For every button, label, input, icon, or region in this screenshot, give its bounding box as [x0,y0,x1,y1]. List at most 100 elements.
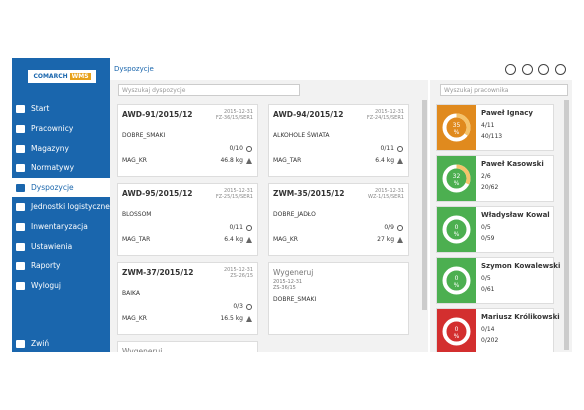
count-icon [397,146,403,152]
gauge-fill [442,164,471,193]
weight-icon [397,158,403,164]
order-warehouse: MAG_KR [122,157,147,164]
scrollbar [422,100,427,310]
gauge-track [442,317,471,346]
menu-label: Jednostki logistyczne [31,202,110,211]
order-weight: 6.4 kg [375,157,394,164]
order-count: 0/9 [384,224,394,231]
weight-icon [397,237,403,243]
menu-label: Ustawienia [31,242,73,251]
menu-item[interactable]: Pracownicy [12,119,110,138]
order-weight: 6.4 kg [224,236,243,243]
order-card[interactable]: ZWM-35/2015/12 2015-12-31 WZ-1/15/SER1 DOBR… [268,183,409,256]
employees-panel: Wyszukaj pracownika 35% Paweł Ignacy 4/11 40… [430,80,572,352]
menu-item[interactable]: Wyloguj [12,276,110,295]
gauge: 35% [437,105,476,150]
breadcrumb: Dyspozycje [114,65,154,73]
order-weight: 46.8 kg [220,157,243,164]
gauge-value: 0 [455,326,459,333]
menu-label: Inwentaryzacja [31,222,88,231]
menu-icon [16,124,25,133]
search-box[interactable]: Wyszukaj pracownika [440,84,568,96]
employee-name: Paweł Kasowski [481,160,544,168]
gauge: 0% [437,207,476,252]
menu-item[interactable]: Inwentaryzacja [12,217,110,236]
order-title: Wygeneruj [273,268,314,277]
employee-card[interactable]: 32% Paweł Kasowski 2/6 20/62 [436,155,554,202]
count-icon [397,225,403,231]
menu-icon [16,163,25,172]
menu-label: Raporty [31,261,61,270]
count-icon [246,304,252,310]
orders-panel: Wyszukaj dyspozycje AWD-91/2015/12 2015-12… [110,80,428,352]
refresh-icon[interactable] [538,64,549,75]
order-warehouse: MAG_KR [122,315,147,322]
order-date: 2015-12-31 [273,279,303,285]
menu-item[interactable]: Jednostki logistyczne [12,197,110,216]
collapse-button[interactable]: Zwiń [12,334,110,353]
order-client: BAIKA [122,290,140,297]
order-count: 0/11 [229,224,243,231]
menu-icon [16,144,25,153]
weight-icon [246,237,252,243]
order-date: 2015-12-31 [223,109,253,115]
employee-orders: 2/6 [481,173,491,180]
weight-icon [246,316,252,322]
menu-label: Normatywy [31,163,75,172]
menu-item[interactable]: Start [12,99,110,118]
order-warehouse: MAG_TAR [273,157,302,164]
employee-items: 40/113 [481,133,503,140]
employee-name: Paweł Ignacy [481,109,533,117]
employee-orders: 4/11 [481,122,495,129]
order-doc: FZ-36/15/SER1 [215,115,253,121]
gauge-unit: % [454,180,460,187]
count-icon [246,225,252,231]
order-warehouse: MAG_TAR [122,236,151,243]
menu-label: Pracownicy [31,124,74,133]
menu-icon [16,222,25,231]
filter-icon[interactable] [555,64,566,75]
employee-items: 0/59 [481,235,495,242]
menu-item[interactable]: Ustawienia [12,237,110,256]
order-client: ALKOHOLE ŚWIATA [273,132,330,139]
order-card[interactable]: AWD-91/2015/12 2015-12-31 FZ-36/15/SER1 DOB… [117,104,258,177]
menu-icon [16,183,25,192]
menu-label: Start [31,104,50,113]
employee-card[interactable]: 0% Władysław Kowal 0/5 0/59 [436,206,554,253]
order-title: AWD-91/2015/12 [122,110,193,119]
order-card[interactable]: Wygeneruj [117,341,258,352]
order-card[interactable]: AWD-94/2015/12 2015-12-31 FZ-24/15/SER1 ALK… [268,104,409,177]
order-client: DOBRE_JADŁO [273,211,316,218]
employee-items: 0/202 [481,337,499,344]
order-client: BLOSSOM [122,211,152,218]
menu-item[interactable]: Dyspozycje [12,178,110,197]
order-doc: FZ-25/15/SER1 [215,194,253,200]
logo-product: WMS [69,73,91,80]
menu-item[interactable]: Raporty [12,256,110,275]
print-icon[interactable] [522,64,533,75]
order-card[interactable]: ZWM-37/2015/12 2015-12-31 ZS-26/15 BAIKA 0/3… [117,262,258,335]
search-box[interactable]: Wyszukaj dyspozycje [118,84,300,96]
order-card[interactable]: AWD-95/2015/12 2015-12-31 FZ-25/15/SER1 BLO… [117,183,258,256]
gauge: 0% [437,258,476,303]
employee-card[interactable]: 35% Paweł Ignacy 4/11 40/113 [436,104,554,151]
order-warehouse: MAG_KR [273,236,298,243]
employee-card[interactable]: 0% Mariusz Królikowski 0/14 0/202 [436,308,560,352]
order-date: 2015-12-31 [374,109,404,115]
menu-item[interactable]: Normatywy [12,158,110,177]
order-count: 0/3 [233,303,243,310]
menu-icon [16,202,25,211]
gauge-unit: % [454,282,460,289]
order-card[interactable]: Wygeneruj 2015-12-31 ZS-36/15 DOBRE_SMAKI [268,262,409,335]
gauge-track [442,215,471,244]
menu-icon [16,261,25,270]
count-icon [246,146,252,152]
weight-icon [246,158,252,164]
employee-name: Władysław Kowal [481,211,550,219]
gauge-unit: % [454,129,460,136]
gauge-unit: % [454,333,460,340]
employee-card[interactable]: 0% Szymon Kowalewski 0/5 0/61 [436,257,560,304]
menu-item[interactable]: Magazyny [12,139,110,158]
help-icon[interactable] [505,64,516,75]
